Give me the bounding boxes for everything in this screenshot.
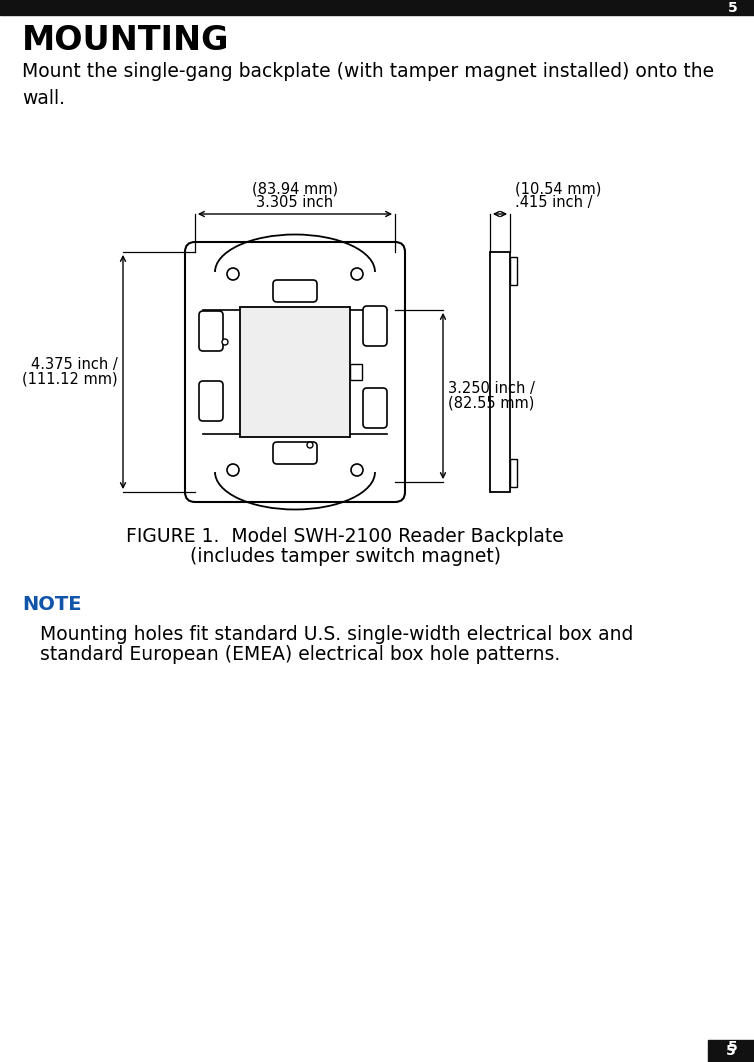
Bar: [510, 257, 517, 285]
Text: (111.12 mm): (111.12 mm): [23, 371, 118, 386]
Text: 3.250 inch /: 3.250 inch /: [448, 381, 535, 396]
Text: Mount the single-gang backplate (with tamper magnet installed) onto the
wall.: Mount the single-gang backplate (with ta…: [22, 62, 714, 107]
Text: 5: 5: [728, 0, 738, 15]
FancyBboxPatch shape: [273, 280, 317, 302]
Circle shape: [351, 268, 363, 280]
FancyBboxPatch shape: [199, 311, 223, 352]
FancyBboxPatch shape: [185, 242, 405, 502]
Text: (includes tamper switch magnet): (includes tamper switch magnet): [189, 547, 501, 566]
Text: (83.94 mm): (83.94 mm): [252, 182, 338, 196]
Bar: [240, 307, 350, 436]
Text: (82.55 mm): (82.55 mm): [448, 395, 535, 410]
Text: Mounting holes fit standard U.S. single-width electrical box and: Mounting holes fit standard U.S. single-…: [40, 626, 633, 644]
FancyBboxPatch shape: [199, 381, 223, 421]
Circle shape: [307, 442, 313, 448]
Text: MOUNTING: MOUNTING: [22, 24, 229, 57]
Text: NOTE: NOTE: [22, 595, 81, 614]
Text: 5: 5: [728, 1040, 738, 1054]
Bar: [350, 364, 362, 380]
Bar: [490, 252, 510, 492]
FancyBboxPatch shape: [273, 442, 317, 464]
Bar: [708, 1040, 754, 1062]
Circle shape: [227, 268, 239, 280]
Circle shape: [222, 339, 228, 345]
Bar: [510, 459, 517, 487]
Text: standard European (EMEA) electrical box hole patterns.: standard European (EMEA) electrical box …: [40, 645, 560, 664]
Text: 3.305 inch: 3.305 inch: [256, 195, 333, 210]
Circle shape: [227, 464, 239, 476]
FancyBboxPatch shape: [363, 306, 387, 346]
FancyBboxPatch shape: [363, 388, 387, 428]
Text: FIGURE 1.  Model SWH-2100 Reader Backplate: FIGURE 1. Model SWH-2100 Reader Backplat…: [126, 527, 564, 546]
Text: (10.54 mm): (10.54 mm): [515, 182, 602, 196]
Circle shape: [351, 464, 363, 476]
Bar: [0, 0, 754, 15]
Text: 4.375 inch /: 4.375 inch /: [31, 357, 118, 372]
Text: 5: 5: [726, 1044, 736, 1058]
Text: .415 inch /: .415 inch /: [515, 195, 593, 210]
